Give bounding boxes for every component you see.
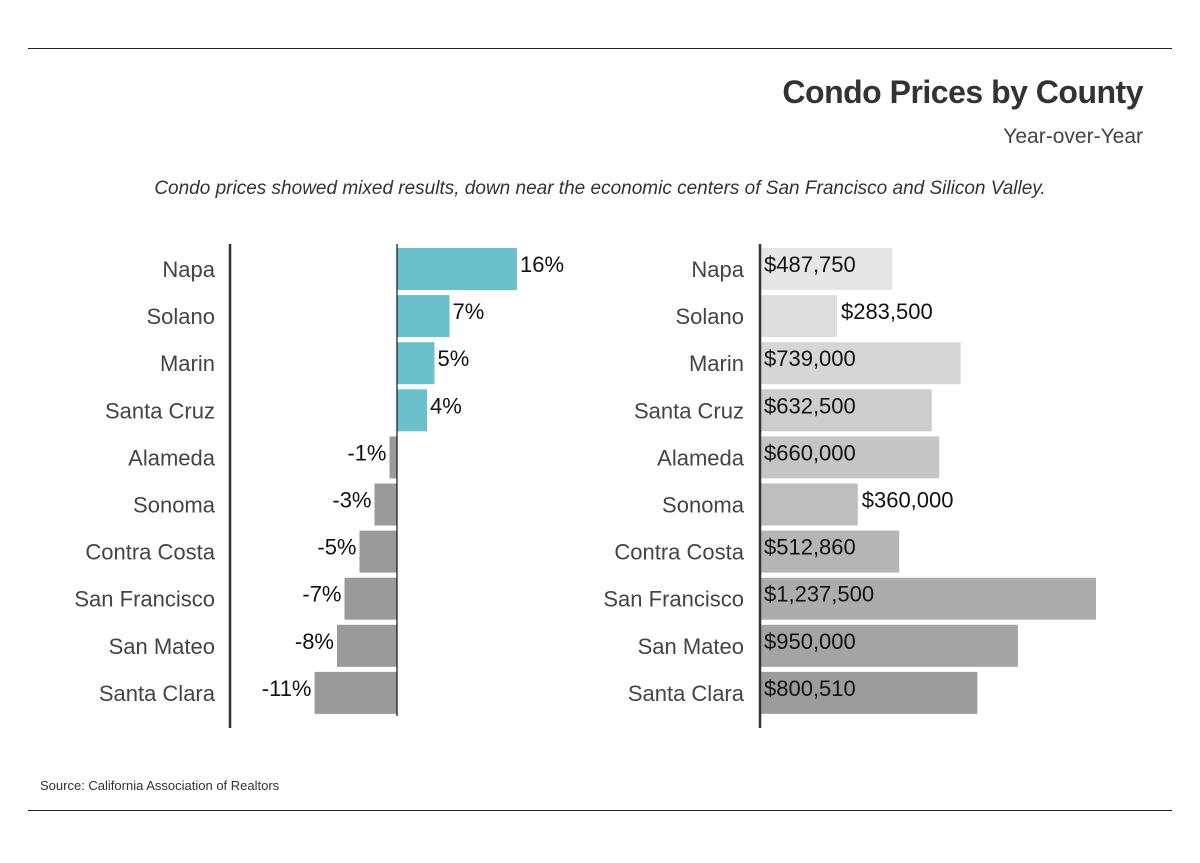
bar-price-alameda	[760, 436, 940, 479]
value-label-price-solano: $283,500	[841, 299, 933, 324]
value-label-price-san-mateo: $950,000	[764, 629, 856, 654]
value-label-price-santa-cruz: $632,500	[764, 393, 856, 418]
median-price-chart: Napa $487,750 Solano $283,500 Marin $739,000 S…	[603, 244, 1096, 728]
value-label-change-alameda: -1%	[347, 440, 386, 465]
bar-change-solano	[397, 295, 450, 338]
bar-change-alameda	[389, 436, 397, 479]
category-label-price-santa-clara: Santa Clara	[628, 681, 745, 706]
category-label-price-sonoma: Sonoma	[662, 493, 745, 518]
category-label-price-san-francisco: San Francisco	[603, 587, 744, 612]
value-label-price-marin: $739,000	[764, 346, 856, 371]
bar-price-san-francisco	[760, 577, 1096, 620]
value-label-change-contra-costa: -5%	[317, 535, 356, 560]
chart-subtitle: Year-over-Year	[1003, 125, 1143, 148]
category-label-price-marin: Marin	[689, 351, 744, 376]
value-label-price-napa: $487,750	[764, 252, 856, 277]
value-label-change-santa-cruz: 4%	[430, 393, 462, 418]
chart-note: Condo prices showed mixed results, down …	[154, 178, 1046, 199]
bar-change-contra-costa	[359, 530, 397, 573]
value-label-change-san-francisco: -7%	[302, 582, 341, 607]
value-label-change-marin: 5%	[438, 346, 470, 371]
category-label-san-mateo: San Mateo	[109, 634, 215, 659]
value-label-price-sonoma: $360,000	[862, 488, 954, 513]
value-label-change-santa-clara: -11%	[262, 676, 312, 701]
category-label-napa: Napa	[162, 257, 215, 282]
category-label-alameda: Alameda	[128, 445, 216, 470]
value-label-price-contra-costa: $512,860	[764, 535, 856, 560]
bar-change-santa-clara	[314, 671, 397, 714]
category-label-price-santa-cruz: Santa Cruz	[634, 398, 744, 423]
bar-change-santa-cruz	[397, 389, 427, 432]
bar-price-santa-clara	[760, 671, 978, 714]
category-label-contra-costa: Contra Costa	[85, 540, 215, 565]
bar-change-san-mateo	[337, 624, 397, 667]
category-label-santa-cruz: Santa Cruz	[105, 398, 215, 423]
yoy-change-chart: Napa 16% Solano 7% Marin 5% Santa Cruz 4% Alamed…	[74, 244, 564, 728]
bar-price-marin	[760, 342, 961, 385]
category-label-price-napa: Napa	[691, 257, 744, 282]
bar-price-solano	[760, 295, 837, 338]
value-label-change-solano: 7%	[453, 299, 485, 324]
chart-title: Condo Prices by County	[782, 74, 1143, 110]
category-label-sonoma: Sonoma	[133, 493, 216, 518]
top-rule	[28, 48, 1172, 49]
bar-price-san-mateo	[760, 624, 1018, 667]
value-label-price-santa-clara: $800,510	[764, 676, 856, 701]
value-label-change-sonoma: -3%	[332, 488, 371, 513]
value-label-price-san-francisco: $1,237,500	[764, 582, 874, 607]
value-label-change-san-mateo: -8%	[295, 629, 334, 654]
bar-price-sonoma	[760, 483, 858, 526]
category-label-price-san-mateo: San Mateo	[638, 634, 744, 659]
category-label-solano: Solano	[146, 304, 215, 329]
category-label-price-alameda: Alameda	[657, 445, 745, 470]
category-label-san-francisco: San Francisco	[74, 587, 215, 612]
bar-price-contra-costa	[760, 530, 900, 573]
bar-change-san-francisco	[344, 577, 397, 620]
value-label-price-alameda: $660,000	[764, 440, 856, 465]
category-label-marin: Marin	[160, 351, 215, 376]
bar-change-napa	[397, 248, 517, 290]
value-label-change-napa: 16%	[520, 252, 564, 277]
bar-change-sonoma	[374, 483, 397, 526]
bar-price-napa	[760, 248, 893, 290]
category-label-santa-clara: Santa Clara	[99, 681, 216, 706]
source-note: Source: California Association of Realto…	[40, 778, 280, 793]
bar-price-santa-cruz	[760, 389, 932, 432]
bar-change-marin	[397, 342, 435, 385]
category-label-price-contra-costa: Contra Costa	[614, 540, 744, 565]
bottom-rule	[28, 810, 1172, 811]
category-label-price-solano: Solano	[675, 304, 744, 329]
